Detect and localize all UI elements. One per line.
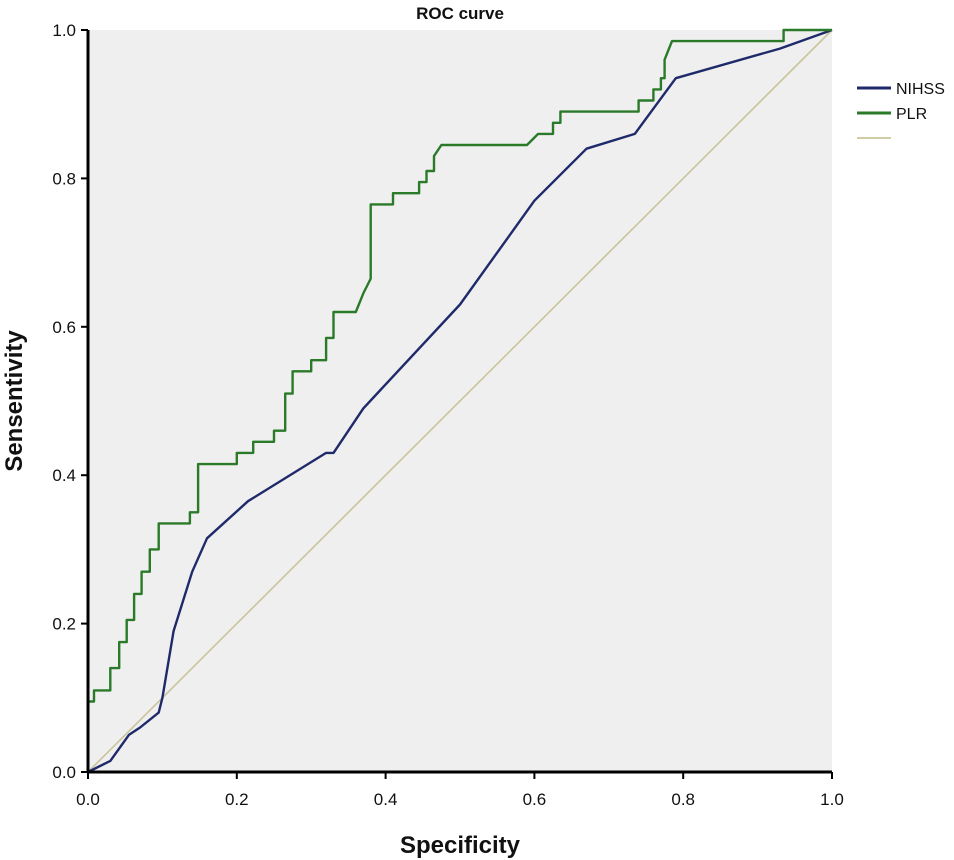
series-line-reference — [87, 29, 833, 773]
y-axis-title: Sensentivity — [1, 330, 28, 472]
y-tick-label: 0.0 — [52, 763, 76, 782]
x-tick-label: 0.0 — [76, 790, 100, 809]
legend-label: NIHSS — [896, 81, 945, 98]
y-tick-label: 0.6 — [52, 318, 76, 337]
series-line-nihss — [87, 28, 833, 774]
series-line-plr — [86, 28, 832, 772]
axis-layer: 0.0 0.2 0.4 0.6 0.8 1.0 0.0 0.2 0.4 0.6 0.8 1.0 — [52, 21, 843, 809]
series-layer — [86, 28, 833, 774]
legend-label: PLR — [896, 106, 927, 123]
x-tick-label: 0.4 — [374, 790, 398, 809]
x-tick-label: 0.8 — [671, 790, 695, 809]
y-tick-label: 0.8 — [52, 169, 76, 188]
x-tick-label: 0.2 — [225, 790, 249, 809]
x-tick-label: 0.6 — [523, 790, 547, 809]
y-tick-label: 1.0 — [52, 21, 76, 40]
x-tick-label: 1.0 — [820, 790, 844, 809]
chart-title: ROC curve — [416, 4, 504, 23]
legend: NIHSS PLR — [857, 81, 945, 139]
x-axis-title: Specificity — [400, 832, 521, 859]
y-tick-label: 0.2 — [52, 615, 76, 634]
y-tick-label: 0.4 — [52, 466, 76, 485]
